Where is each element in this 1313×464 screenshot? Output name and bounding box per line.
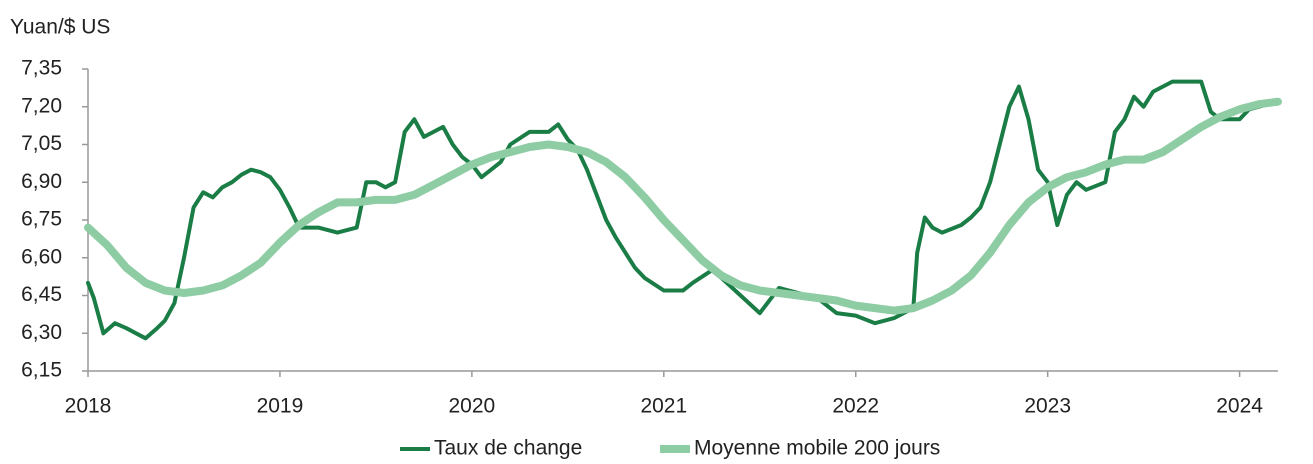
legend-label: Moyenne mobile 200 jours bbox=[694, 437, 940, 459]
x-tick-label: 2024 bbox=[1216, 395, 1263, 418]
y-axis-label: Yuan/$ US bbox=[10, 16, 110, 39]
x-tick-label: 2020 bbox=[449, 395, 496, 418]
legend-label: Taux de change bbox=[434, 437, 582, 459]
y-tick-label: 6,15 bbox=[21, 359, 62, 382]
y-tick-label: 7,20 bbox=[21, 94, 62, 117]
x-tick-label: 2021 bbox=[640, 395, 687, 418]
y-tick-label: 6,90 bbox=[21, 170, 62, 193]
y-tick-label: 6,30 bbox=[21, 321, 62, 344]
x-tick-label: 2018 bbox=[65, 395, 112, 418]
y-tick-label: 6,75 bbox=[21, 208, 62, 231]
x-tick-label: 2022 bbox=[832, 395, 879, 418]
y-tick-label: 7,35 bbox=[21, 57, 62, 80]
series-line bbox=[86, 79, 1280, 341]
y-tick-label: 6,60 bbox=[21, 245, 62, 268]
series-line bbox=[84, 97, 1282, 315]
x-tick-label: 2023 bbox=[1024, 395, 1071, 418]
y-tick-label: 7,05 bbox=[21, 132, 62, 155]
y-tick-label: 6,45 bbox=[21, 283, 62, 306]
x-tick-label: 2019 bbox=[257, 395, 304, 418]
